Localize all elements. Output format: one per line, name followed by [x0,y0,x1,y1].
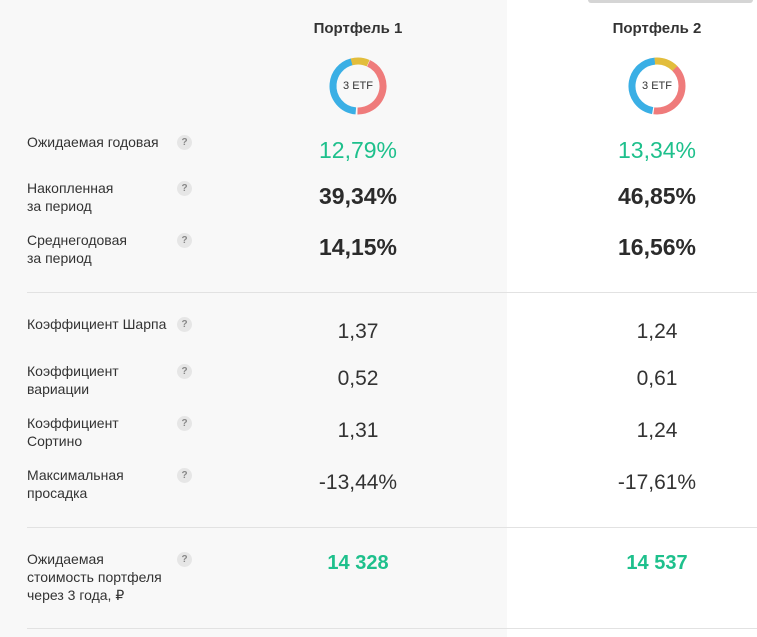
comparison-left-panel [0,0,507,637]
variation-label-line1: Коэффициент [27,363,119,379]
portfolio-1-variation: 0,52 [337,367,379,390]
variation-label-line2: вариации [27,381,90,397]
portfolio-1-expected-value: 14 328 [327,552,389,574]
portfolio-2-expected-value: 14 537 [626,552,688,574]
portfolio-2-etf-count: 3 ETF [642,80,672,92]
avg-annual-label-line1: Среднегодовая [27,232,127,248]
accumulated-label: Накопленная за период [27,179,177,215]
portfolio-2-allocation-donut[interactable]: 3 ETF [626,55,688,117]
top-tab-indicator[interactable] [588,0,753,3]
drawdown-label-line2: просадка [27,485,88,501]
portfolio-2-title: Портфель 2 [612,20,702,37]
sortino-label-line2: Сортино [27,433,83,449]
help-icon[interactable]: ? [177,416,192,431]
avg-annual-label-line2: за период [27,250,92,266]
portfolio-2-variation: 0,61 [636,367,678,390]
section-divider [27,292,757,293]
accumulated-label-line2: за период [27,198,92,214]
variation-label: Коэффициент вариации [27,362,177,398]
drawdown-label-line1: Максимальная [27,467,124,483]
portfolio-1-sortino: 1,31 [337,419,379,442]
donut-chart-icon [329,57,387,115]
expected-annual-label: Ожидаемая годовая [27,134,159,150]
portfolio-1-title: Портфель 1 [313,20,403,37]
portfolio-1-expected-annual: 12,79% [318,137,397,163]
expected-value-label-line1: Ожидаемая [27,551,104,567]
portfolio-2-drawdown: -17,61% [617,471,697,494]
portfolio-1-drawdown: -13,44% [318,471,398,494]
portfolio-2-expected-annual: 13,34% [617,137,696,163]
portfolio-2-avg-annual: 16,56% [617,234,696,260]
portfolio-2-accumulated: 46,85% [617,183,696,209]
section-divider [27,527,757,528]
accumulated-label-line1: Накопленная [27,180,114,196]
help-icon[interactable]: ? [177,181,192,196]
help-icon[interactable]: ? [177,135,192,150]
portfolio-1-accumulated: 39,34% [318,183,397,209]
help-icon[interactable]: ? [177,552,192,567]
sortino-label: Коэффициент Сортино [27,414,177,450]
portfolio-2-sortino: 1,24 [636,419,678,442]
section-divider [27,628,757,629]
avg-annual-label: Среднегодовая за период [27,231,177,267]
portfolio-1-sharpe: 1,37 [337,320,379,343]
donut-chart-icon [628,57,686,115]
portfolio-2-sharpe: 1,24 [636,320,678,343]
portfolio-1-etf-count: 3 ETF [343,80,373,92]
help-icon[interactable]: ? [177,364,192,379]
expected-value-label: Ожидаемая стоимость портфеля через 3 год… [27,550,177,604]
help-icon[interactable]: ? [177,468,192,483]
sortino-label-line1: Коэффициент [27,415,119,431]
portfolio-1-avg-annual: 14,15% [318,234,397,260]
sharpe-label: Коэффициент Шарпа [27,316,167,332]
expected-value-label-line2: стоимость портфеля [27,569,162,585]
portfolio-1-allocation-donut[interactable]: 3 ETF [327,55,389,117]
help-icon[interactable]: ? [177,317,192,332]
expected-value-label-line3: через 3 года, ₽ [27,587,125,603]
drawdown-label: Максимальная просадка [27,466,177,502]
comparison-right-panel [507,0,757,637]
help-icon[interactable]: ? [177,233,192,248]
